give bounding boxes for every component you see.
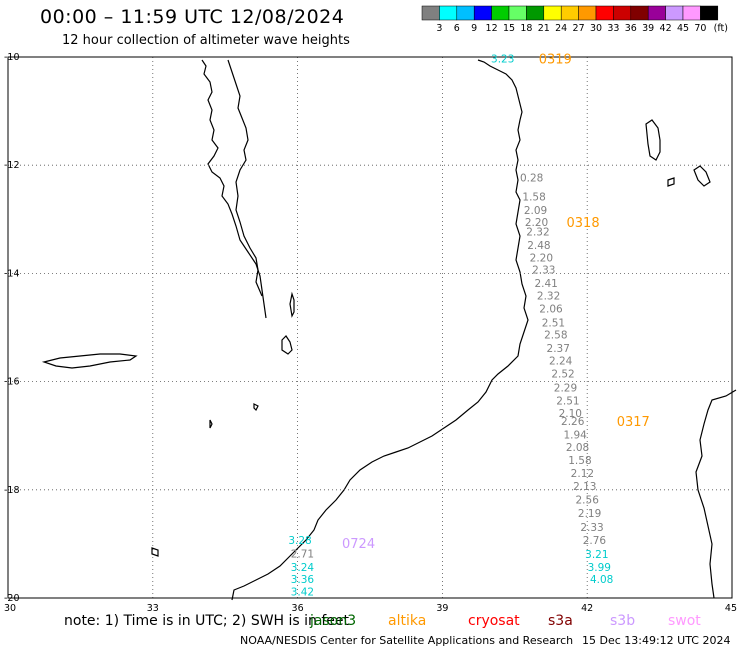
wave-height-value: 2.29 — [554, 382, 577, 394]
lon-tick-label: 39 — [436, 603, 448, 614]
legend-tick-label: 30 — [590, 23, 602, 34]
track-label: 0724 — [342, 537, 375, 552]
wave-height-value: 2.48 — [527, 240, 550, 252]
map-frame — [7, 56, 733, 599]
wave-height-value: 2.41 — [534, 278, 557, 290]
track-label: 0318 — [567, 216, 600, 231]
footer-note: note: 1) Time is in UTC; 2) SWH is in fe… — [64, 613, 350, 629]
legend-tick-label: 3 — [436, 23, 442, 34]
legend-tick-label: 27 — [573, 23, 585, 34]
lat-tick-label: -18 — [4, 485, 20, 496]
legend-tick-label: 24 — [555, 23, 567, 34]
map-title: 00:00 – 11:59 UTC 12/08/2024 — [40, 6, 345, 28]
wave-height-value: 3.21 — [585, 549, 608, 561]
lat-tick-label: -16 — [4, 377, 20, 388]
wave-height-value: 3.42 — [291, 586, 314, 598]
legend-tick-label: 15 — [503, 23, 515, 34]
legend-tick-label: 39 — [642, 23, 654, 34]
legend-tick-label: 36 — [625, 23, 637, 34]
wave-height-value: 2.10 — [559, 408, 582, 420]
wave-height-value: 2.32 — [537, 290, 560, 302]
wave-height-value: 2.12 — [571, 468, 594, 480]
lon-tick-label: 45 — [725, 603, 737, 614]
wave-height-value: 1.58 — [522, 191, 545, 203]
legend-unit: (ft) — [714, 23, 728, 34]
satellite-s3a: s3a — [548, 613, 573, 629]
lon-tick-label: 42 — [581, 603, 593, 614]
legend-tick-label: 18 — [520, 23, 532, 34]
wave-height-value: 2.51 — [556, 395, 579, 407]
wave-height-value: 3.24 — [291, 562, 315, 574]
track-0317: 2.292.512.102.261.942.081.582.122.132.56… — [554, 382, 650, 586]
wave-height-value: 3.36 — [291, 574, 315, 586]
track-0724: 3.282.71 3.243.363.42 0724 — [288, 535, 375, 598]
lat-tick-label: -10 — [4, 52, 20, 63]
altimeter-tracks: 3.23 03190.281.582.092.202.322.482.202.33… — [288, 52, 649, 598]
lon-tick-label: 33 — [147, 603, 159, 614]
wave-height-value: 2.24 — [549, 355, 573, 367]
satellite-cryosat: cryosat — [468, 613, 520, 629]
legend-tick-label: 45 — [677, 23, 689, 34]
wave-height-value: 1.58 — [568, 455, 591, 467]
wave-height-value: 3.23 — [491, 53, 514, 65]
wave-height-value: 0.28 — [520, 172, 543, 184]
footer-timestamp: 15 Dec 13:49:12 UTC 2024 — [582, 634, 731, 647]
wave-height-value: 2.13 — [573, 481, 596, 493]
wave-height-value: 2.19 — [578, 508, 601, 520]
lat-tick-label: -14 — [4, 268, 20, 279]
satellite-altika: altika — [388, 613, 427, 629]
lat-tick-label: -20 — [4, 593, 20, 604]
wave-height-value: 2.20 — [530, 252, 553, 264]
wave-height-value: 2.52 — [551, 368, 574, 380]
axis-labels: 30 33 36 39 42 45 -10 -12 -14 -16 -18 -20 — [4, 52, 737, 614]
wave-height-value: 2.56 — [576, 494, 600, 506]
wave-height-value: 2.76 — [583, 535, 607, 547]
legend-tick-label: 9 — [471, 23, 477, 34]
track-label: 0319 — [539, 52, 572, 67]
wave-height-value: 2.58 — [544, 329, 567, 341]
wave-height-value: 2.33 — [580, 522, 603, 534]
lon-tick-label: 30 — [4, 603, 16, 614]
legend-tick-label: 70 — [694, 23, 706, 34]
legend-tick-label: 12 — [486, 23, 498, 34]
track-0319: 3.23 0319 — [491, 52, 572, 67]
wave-height-value: 1.94 — [563, 429, 587, 441]
map-subtitle: 12 hour collection of altimeter wave hei… — [62, 33, 350, 48]
wave-height-value: 2.20 — [525, 217, 548, 229]
lat-tick-label: -12 — [4, 160, 20, 171]
legend-tick-label: 21 — [538, 23, 550, 34]
wave-height-value: 4.08 — [590, 574, 613, 586]
wave-height-value: 2.71 — [291, 548, 314, 560]
legend-tick-label: 6 — [454, 23, 460, 34]
footer-credit: NOAA/NESDIS Center for Satellite Applica… — [240, 634, 574, 647]
gridlines — [8, 57, 732, 598]
legend-tick-label: 42 — [660, 23, 672, 34]
wave-height-value: 2.09 — [524, 205, 547, 217]
track-label: 0317 — [617, 415, 650, 430]
lon-tick-label: 36 — [292, 603, 304, 614]
wave-height-value: 2.37 — [547, 343, 570, 355]
wave-height-value: 2.06 — [539, 303, 563, 315]
legend-tick-label: 33 — [607, 23, 619, 34]
wave-height-value: 2.32 — [526, 227, 549, 239]
satellite-swot: swot — [668, 613, 701, 629]
wave-height-value: 3.99 — [588, 562, 611, 574]
coastline — [41, 59, 737, 601]
wave-height-value: 2.08 — [566, 442, 589, 454]
track-0318: 0.281.582.092.202.322.482.202.332.412.32… — [520, 172, 600, 380]
satellite-jason3: jason3 — [310, 613, 357, 629]
legend-swatch — [700, 5, 719, 21]
wave-height-value: 2.26 — [561, 416, 585, 428]
wave-height-legend: 3 6 9 12 15 18 21 24 27 30 33 36 39 42 45 70 (ft) — [421, 5, 728, 34]
wave-height-value: 2.33 — [532, 264, 555, 276]
wave-height-value: 2.51 — [542, 317, 565, 329]
wave-height-value: 3.28 — [288, 535, 311, 547]
satellite-s3b: s3b — [610, 613, 636, 629]
